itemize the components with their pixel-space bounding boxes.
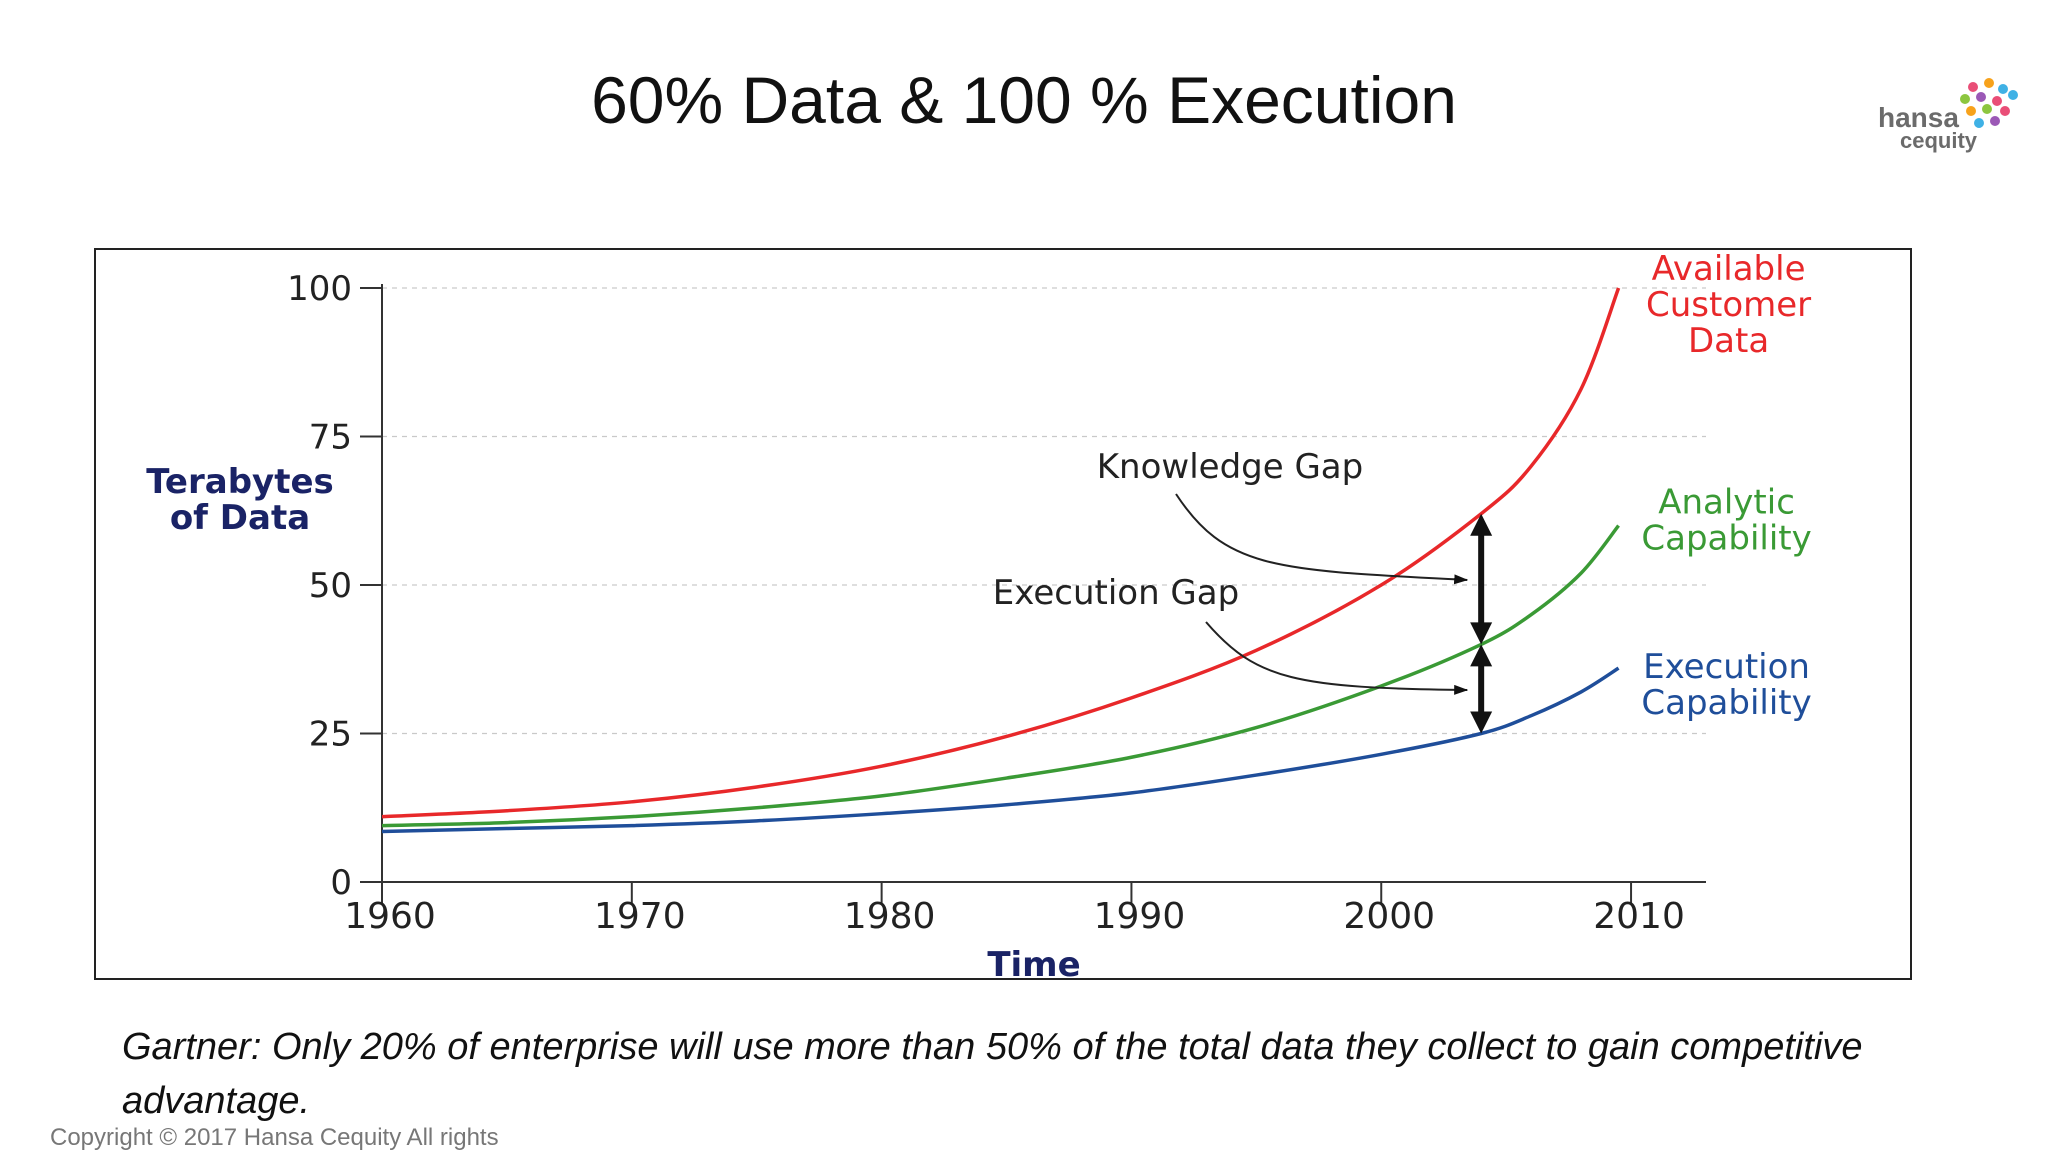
series-label-line: Available	[1652, 250, 1806, 289]
series-line	[381, 287, 1621, 819]
x-axis-title: Time	[987, 945, 1080, 978]
y-tick-label: 100	[287, 269, 352, 309]
y-tick-label: 0	[330, 863, 352, 903]
logo-dot	[1982, 104, 1992, 114]
knowledge-gap-arrow-head-down	[1470, 622, 1493, 645]
y-tick-label: 50	[309, 566, 352, 606]
y-axis-title-line: of Data	[170, 498, 310, 538]
series-label-line: Data	[1688, 321, 1769, 361]
logo-dot	[1976, 92, 1986, 102]
logo-dot	[1990, 116, 2000, 126]
series-label-line: Execution	[1643, 647, 1810, 687]
x-tick-label: 1990	[1094, 896, 1186, 937]
x-tick-label: 1980	[844, 896, 936, 937]
y-tick-label: 75	[309, 418, 352, 458]
slide-title: 60% Data & 100 % Execution	[591, 63, 1457, 137]
execution-gap-arrow-head-up	[1470, 644, 1493, 667]
knowledge-gap-label: Knowledge Gap	[1097, 447, 1363, 487]
copyright-text: Copyright © 2017 Hansa Cequity All right…	[50, 1124, 499, 1151]
series-line	[381, 666, 1620, 834]
chart-frame: 0 25 50 75 100 1960 1970 1980 1990 2000 2010 Time Te…	[94, 248, 1912, 980]
execution-gap-label: Execution Gap	[993, 573, 1239, 613]
series-label-line: Analytic	[1658, 483, 1795, 523]
series-label-line: Capability	[1641, 683, 1811, 723]
execution-gap-arrow-head-down	[1470, 711, 1493, 734]
logo-brand-text: hansa	[1878, 102, 1959, 133]
logo-sub-text: cequity	[1900, 128, 1978, 153]
x-tick-label: 1960	[344, 896, 436, 937]
execution-gap-pointer	[1205, 621, 1469, 695]
logo-dot	[1960, 94, 1970, 104]
logo-dot	[1966, 106, 1976, 116]
knowledge-gap-pointer	[1175, 493, 1469, 585]
knowledge-gap-arrow-head-up	[1470, 513, 1493, 536]
x-tick-label: 2010	[1593, 896, 1685, 937]
series-label-line: Capability	[1641, 519, 1811, 559]
logo-dot	[1974, 118, 1984, 128]
logo-dot	[1984, 78, 1994, 88]
series-line	[381, 524, 1620, 828]
logo-dot	[1968, 82, 1978, 92]
line-chart: 0 25 50 75 100 1960 1970 1980 1990 2000 2010 Time Te…	[146, 250, 1812, 978]
y-tick-label: 25	[309, 715, 352, 755]
series-label-line: Customer	[1646, 285, 1811, 325]
x-tick-label: 1970	[594, 896, 686, 937]
logo-dot	[1992, 96, 2002, 106]
hansa-cequity-logo: hansa cequity	[1868, 76, 2028, 166]
y-axis-title-line: Terabytes	[146, 462, 334, 502]
logo-dot	[2008, 90, 2018, 100]
x-tick-label: 2000	[1343, 896, 1435, 937]
logo-dot	[1998, 84, 2008, 94]
logo-dot	[2000, 106, 2010, 116]
caption-quote: Gartner: Only 20% of enterprise will use…	[122, 1026, 1863, 1122]
